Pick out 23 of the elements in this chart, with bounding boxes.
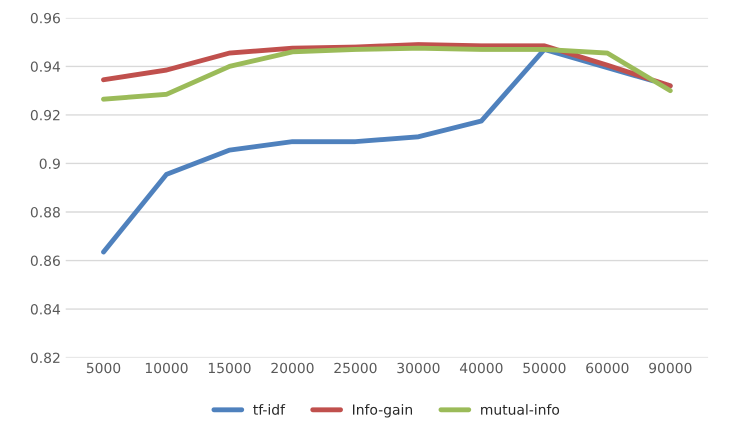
y-tick-label: 0.96 [30,12,60,24]
legend-label: tf-idf [253,404,286,415]
line-series [101,42,673,88]
x-tick-label: 50000 [523,362,566,374]
x-tick-label: 60000 [586,362,628,374]
x-tick-label: 30000 [397,362,440,374]
y-tick-label: 0.82 [30,352,60,364]
x-tick-label: 15000 [208,362,251,374]
line-series [101,46,673,102]
x-tick-label: 90000 [649,362,692,374]
legend-label: Info-gain [353,404,412,418]
y-tick-label: 0.86 [30,256,60,266]
y-tick-label: 0.92 [30,110,60,120]
y-tick-label: 0.94 [30,61,60,72]
x-tick-label: 5000 [86,362,120,374]
y-tick-label: 0.88 [30,206,60,218]
x-tick-label: 20000 [271,362,314,374]
y-tick-label: 0.9 [40,158,60,169]
x-tick-label: 10000 [146,362,188,374]
y-tick-label: 0.84 [30,304,60,315]
x-tick-label: 40000 [460,362,503,374]
legend-label: mutual-info [481,404,560,415]
x-tick-label: 25000 [334,362,377,374]
